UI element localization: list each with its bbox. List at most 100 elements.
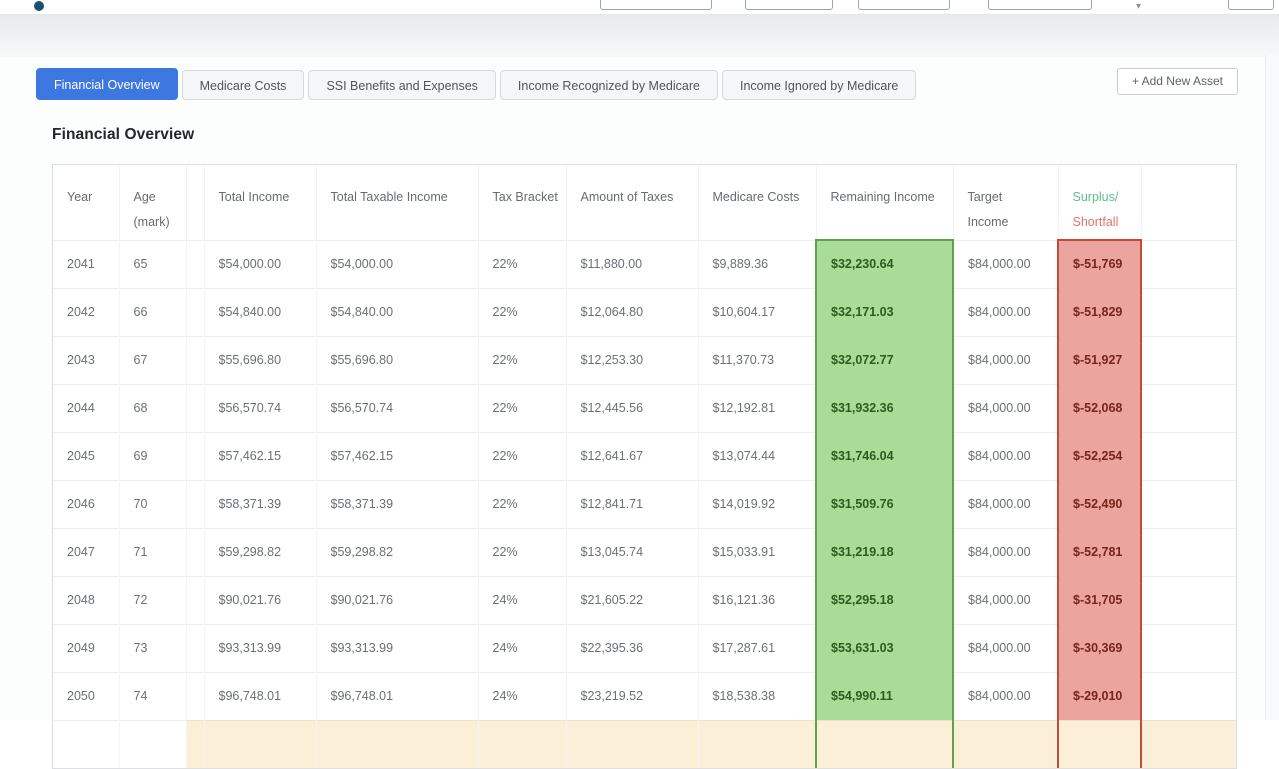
cell-tax-bracket: 22% <box>478 527 567 576</box>
cell-age: 66 <box>119 287 187 336</box>
cell-tax-bracket: 24% <box>478 671 567 720</box>
cell-taxable-income: $54,000.00 <box>316 239 479 288</box>
table-body: 2041 65 $54,000.00 $54,000.00 22% $11,880.00 $… <box>53 239 1236 768</box>
cell-surplus-shortfall <box>1057 719 1142 768</box>
column-header-empty <box>1141 165 1236 240</box>
cell-medicare-costs: $15,033.91 <box>698 527 817 576</box>
cell-tax-bracket: 22% <box>478 383 567 432</box>
topbar-button-1[interactable] <box>600 0 712 10</box>
financial-overview-table-card: Year Age (mark) Total Income Total Taxable I… <box>52 164 1237 769</box>
cell-spacer <box>186 335 205 384</box>
cell-medicare-costs: $18,538.38 <box>698 671 817 720</box>
cell-age: 65 <box>119 239 187 288</box>
add-new-asset-button[interactable]: + Add New Asset <box>1116 68 1238 95</box>
tab-income-recognized-by-medicare[interactable]: Income Recognized by Medicare <box>499 70 718 100</box>
table-row: 2042 66 $54,840.00 $54,840.00 22% $12,064.80 $… <box>53 287 1236 336</box>
column-header-age: Age (mark) <box>119 165 187 240</box>
cell-year <box>53 719 120 768</box>
cell-amount-taxes: $22,395.36 <box>566 623 699 672</box>
cell-taxable-income: $59,298.82 <box>316 527 479 576</box>
topbar-button-4[interactable] <box>988 0 1092 10</box>
table-row-partial-highlighted <box>53 719 1236 768</box>
cell-target-income: $84,000.00 <box>953 527 1059 576</box>
cell-medicare-costs: $9,889.36 <box>698 239 817 288</box>
cell-tax-bracket: 22% <box>478 335 567 384</box>
cell-age: 71 <box>119 527 187 576</box>
cell-amount-taxes: $11,880.00 <box>566 239 699 288</box>
tab-financial-overview[interactable]: Financial Overview <box>36 68 178 100</box>
tabs-row: Financial Overview Medicare Costs SSI Bene… <box>36 68 1243 102</box>
cell-medicare-costs: $17,287.61 <box>698 623 817 672</box>
column-header-surplus-shortfall: Surplus/Shortfall <box>1058 165 1142 240</box>
cell-taxable-income: $57,462.15 <box>316 431 479 480</box>
table-row: 2048 72 $90,021.76 $90,021.76 24% $21,605.22 $… <box>53 575 1236 624</box>
table-row: 2046 70 $58,371.39 $58,371.39 22% $12,841.71 $… <box>53 479 1236 528</box>
topbar-button-2[interactable] <box>745 0 833 10</box>
cell-empty <box>1141 575 1236 624</box>
shortfall-header-label: Shortfall <box>1072 215 1119 229</box>
cell-target-income: $84,000.00 <box>953 575 1059 624</box>
cell-amount-taxes: $12,253.30 <box>566 335 699 384</box>
cell-empty <box>1141 335 1236 384</box>
cell-target-income: $84,000.00 <box>953 623 1059 672</box>
cell-medicare-costs: $13,074.44 <box>698 431 817 480</box>
cell-taxable-income: $96,748.01 <box>316 671 479 720</box>
column-header-target-income: Target Income <box>953 165 1059 240</box>
cell-remaining-income: $31,219.18 <box>815 527 954 576</box>
cell-year: 2042 <box>53 287 120 336</box>
cell-remaining-income: $52,295.18 <box>815 575 954 624</box>
cell-medicare-costs: $10,604.17 <box>698 287 817 336</box>
cell-amount-taxes: $12,841.71 <box>566 479 699 528</box>
tab-income-ignored-by-medicare[interactable]: Income Ignored by Medicare <box>721 70 917 100</box>
cell-spacer <box>186 287 205 336</box>
cell-spacer <box>186 671 205 720</box>
cell-year: 2047 <box>53 527 120 576</box>
financial-overview-table: Year Age (mark) Total Income Total Taxable I… <box>53 165 1236 768</box>
cell-surplus-shortfall: $-51,927 <box>1057 335 1142 384</box>
cell-surplus-shortfall: $-52,068 <box>1057 383 1142 432</box>
topbar-button-3[interactable] <box>858 0 950 10</box>
cell-amount-taxes: $12,064.80 <box>566 287 699 336</box>
cell-total-income: $54,840.00 <box>204 287 317 336</box>
cell-taxable-income: $93,313.99 <box>316 623 479 672</box>
column-header-tax-bracket: Tax Bracket <box>478 165 567 240</box>
table-row: 2049 73 $93,313.99 $93,313.99 24% $22,395.36 $… <box>53 623 1236 672</box>
cell-tax-bracket: 22% <box>478 479 567 528</box>
table-row: 2047 71 $59,298.82 $59,298.82 22% $13,045.74 $… <box>53 527 1236 576</box>
cell-year: 2048 <box>53 575 120 624</box>
cell-surplus-shortfall: $-51,829 <box>1057 287 1142 336</box>
column-header-total-income: Total Income <box>204 165 317 240</box>
cell-remaining-income: $31,746.04 <box>815 431 954 480</box>
cell-total-income: $56,570.74 <box>204 383 317 432</box>
cell-spacer <box>186 431 205 480</box>
table-header-row: Year Age (mark) Total Income Total Taxable I… <box>53 165 1236 240</box>
cell-remaining-income: $53,631.03 <box>815 623 954 672</box>
cell-surplus-shortfall: $-51,769 <box>1057 239 1142 288</box>
cell-year: 2044 <box>53 383 120 432</box>
tab-medicare-costs[interactable]: Medicare Costs <box>181 70 305 100</box>
cell-target-income: $84,000.00 <box>953 239 1059 288</box>
scrollbar[interactable] <box>1265 55 1279 720</box>
cell-target-income: $84,000.00 <box>953 287 1059 336</box>
cell-year: 2050 <box>53 671 120 720</box>
cell-remaining-income: $32,072.77 <box>815 335 954 384</box>
cell-surplus-shortfall: $-52,781 <box>1057 527 1142 576</box>
column-header-year: Year <box>53 165 120 240</box>
cell-surplus-shortfall: $-30,369 <box>1057 623 1142 672</box>
topbar-button-5[interactable] <box>1228 0 1274 10</box>
cell-spacer <box>186 719 205 768</box>
cell-year: 2043 <box>53 335 120 384</box>
chevron-down-icon[interactable]: ▾ <box>1136 1 1142 12</box>
cell-total-income: $96,748.01 <box>204 671 317 720</box>
cell-taxable-income <box>316 719 479 768</box>
cell-total-income: $54,000.00 <box>204 239 317 288</box>
tab-ssi-benefits-and-expenses[interactable]: SSI Benefits and Expenses <box>308 70 496 100</box>
cell-amount-taxes: $12,641.67 <box>566 431 699 480</box>
table-row: 2041 65 $54,000.00 $54,000.00 22% $11,880.00 $… <box>53 239 1236 288</box>
table-row: 2043 67 $55,696.80 $55,696.80 22% $12,253.30 $… <box>53 335 1236 384</box>
cell-taxable-income: $55,696.80 <box>316 335 479 384</box>
cell-tax-bracket <box>478 719 567 768</box>
table-row: 2045 69 $57,462.15 $57,462.15 22% $12,641.67 $… <box>53 431 1236 480</box>
cell-surplus-shortfall: $-52,490 <box>1057 479 1142 528</box>
cell-tax-bracket: 22% <box>478 431 567 480</box>
